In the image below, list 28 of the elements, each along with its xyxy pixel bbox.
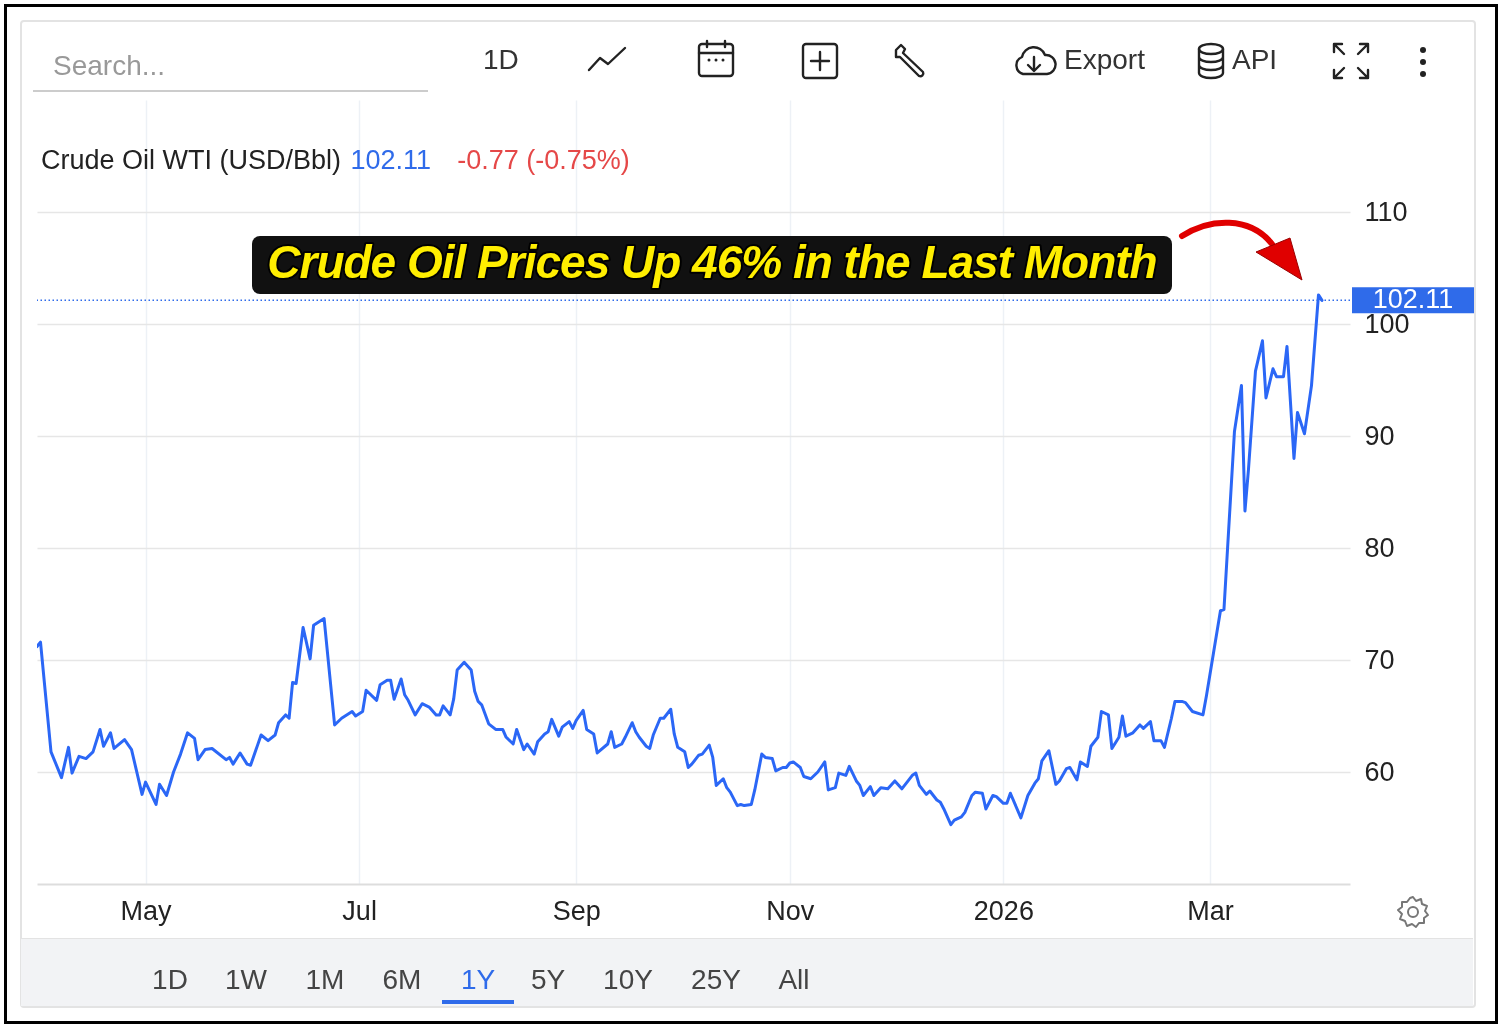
x-tick-label: 2026 (973, 895, 1034, 926)
annotation: 102.11 (349, 145, 432, 175)
x-tick-label: Jul (342, 895, 377, 926)
text: Crude Oil WTI (USD/Bbl) (41, 145, 342, 175)
text: Search... (53, 50, 166, 82)
annotation: Crude Oil Prices Up 46% in the Last Month (267, 236, 1157, 288)
text: 1Y (460, 964, 496, 996)
text: 1D (483, 44, 519, 76)
x-tick-label: May (120, 895, 173, 926)
y-tick-label: 60 (1364, 756, 1395, 787)
x-tick-label: Nov (766, 895, 815, 926)
y-tick-label: 110 (1364, 196, 1408, 227)
text: 10Y (603, 964, 653, 996)
x-tick-label: Mar (1187, 895, 1234, 926)
annotation: -0.77 (-0.75%) (457, 145, 630, 175)
text: 6M (382, 964, 422, 996)
text: 1W (225, 964, 267, 996)
text: Export (1064, 44, 1145, 76)
text: All (778, 964, 810, 996)
text: 1D (152, 964, 188, 996)
y-tick-label: 90 (1364, 420, 1395, 451)
y-tick-label: 80 (1364, 532, 1395, 563)
x-tick-label: Sep (552, 895, 601, 926)
text: 5Y (530, 964, 566, 996)
text: 25Y (691, 964, 741, 996)
text: 1M (305, 964, 345, 996)
text: API (1232, 44, 1278, 76)
y-tick-label: 70 (1364, 644, 1395, 675)
